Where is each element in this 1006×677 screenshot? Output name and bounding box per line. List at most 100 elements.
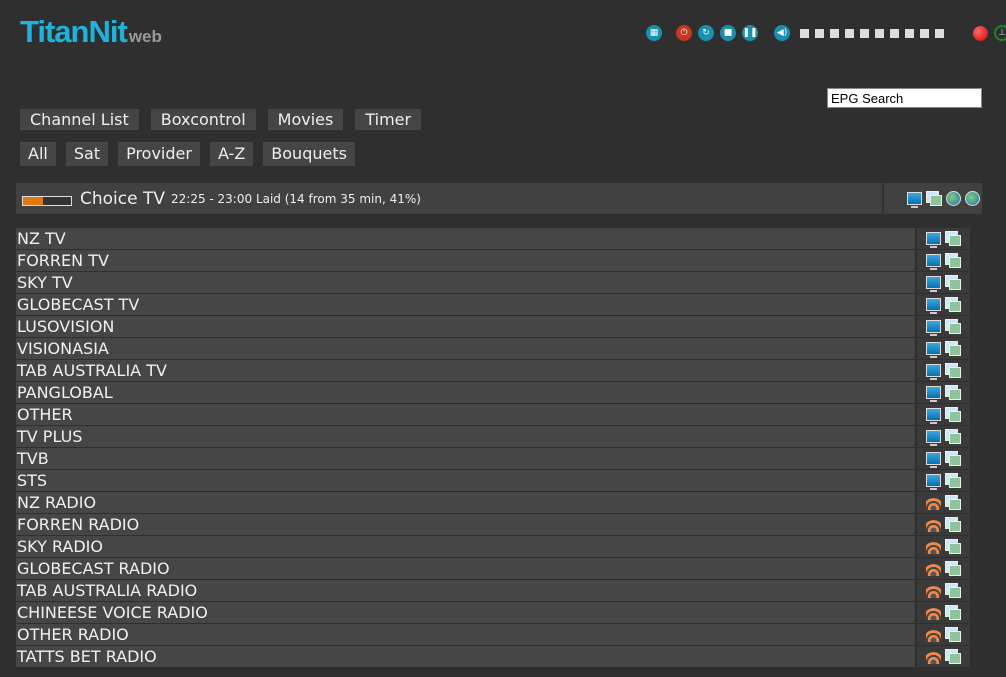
- web-icon[interactable]: [965, 191, 980, 206]
- bouquet-row: OTHER: [16, 404, 970, 426]
- logo-sub: web: [128, 27, 162, 46]
- channels-icon[interactable]: [945, 363, 961, 378]
- record-icon[interactable]: [973, 25, 988, 41]
- filter-all[interactable]: All: [20, 142, 56, 166]
- radio-icon[interactable]: [926, 627, 941, 642]
- radio-icon[interactable]: [926, 495, 941, 510]
- tv-icon[interactable]: [926, 276, 941, 292]
- nav-boxcontrol[interactable]: Boxcontrol: [150, 109, 256, 130]
- volume-icon[interactable]: ◀): [774, 25, 790, 41]
- channels-icon[interactable]: [945, 627, 961, 642]
- volume-step[interactable]: [905, 28, 914, 38]
- bouquet-name[interactable]: FORREN TV: [16, 250, 915, 271]
- bouquet-name[interactable]: SKY TV: [16, 272, 915, 293]
- volume-step[interactable]: [890, 28, 899, 38]
- bouquet-name[interactable]: TAB AUSTRALIA TV: [16, 360, 915, 381]
- power-icon[interactable]: ⏻: [676, 25, 692, 41]
- filter-bouquets[interactable]: Bouquets: [263, 142, 355, 166]
- channels-icon[interactable]: [945, 341, 961, 356]
- channels-icon[interactable]: [945, 319, 961, 334]
- bouquet-name[interactable]: OTHER: [16, 404, 915, 425]
- radio-icon[interactable]: [926, 583, 941, 598]
- bouquet-row: STS: [16, 470, 970, 492]
- channels-icon[interactable]: [945, 605, 961, 620]
- filter-sat[interactable]: Sat: [65, 142, 109, 166]
- epg-search-input[interactable]: [827, 88, 982, 108]
- bouquet-name[interactable]: SKY RADIO: [16, 536, 915, 557]
- volume-step[interactable]: [860, 28, 869, 38]
- tv-icon[interactable]: [926, 298, 941, 314]
- tv-icon[interactable]: [926, 232, 941, 248]
- tv-icon[interactable]: [907, 192, 922, 208]
- nav-channel-list[interactable]: Channel List: [20, 109, 139, 130]
- radio-icon[interactable]: [926, 605, 941, 620]
- volume-step[interactable]: [845, 28, 854, 38]
- volume-step[interactable]: [815, 28, 824, 38]
- bouquet-row: TAB AUSTRALIA TV: [16, 360, 970, 382]
- channels-icon[interactable]: [945, 517, 961, 532]
- channels-icon[interactable]: [945, 231, 961, 246]
- bouquet-name[interactable]: TVB: [16, 448, 915, 469]
- filter-provider[interactable]: Provider: [118, 142, 200, 166]
- channels-icon[interactable]: [945, 473, 961, 488]
- channels-icon[interactable]: [945, 385, 961, 400]
- tv-icon[interactable]: [926, 408, 941, 424]
- bouquet-name[interactable]: VISIONASIA: [16, 338, 915, 359]
- bouquet-name[interactable]: LUSOVISION: [16, 316, 915, 337]
- channels-icon[interactable]: [945, 451, 961, 466]
- bouquet-name[interactable]: STS: [16, 470, 915, 491]
- tv-icon[interactable]: [926, 430, 941, 446]
- radio-icon[interactable]: [926, 539, 941, 554]
- volume-bar[interactable]: [800, 28, 947, 38]
- tv-icon[interactable]: [926, 364, 941, 380]
- bouquet-name[interactable]: CHINEESE VOICE RADIO: [16, 602, 915, 623]
- channels-icon[interactable]: [945, 407, 961, 422]
- antenna-icon[interactable]: ⊥: [994, 25, 1006, 41]
- bouquet-name[interactable]: GLOBECAST TV: [16, 294, 915, 315]
- channels-icon[interactable]: [945, 495, 961, 510]
- volume-step[interactable]: [800, 28, 809, 38]
- bouquet-name[interactable]: OTHER RADIO: [16, 624, 915, 645]
- current-channel[interactable]: Choice TV: [80, 188, 165, 209]
- bouquet-name[interactable]: PANGLOBAL: [16, 382, 915, 403]
- tv-icon[interactable]: [926, 320, 941, 336]
- bouquet-name[interactable]: NZ TV: [16, 228, 915, 249]
- channels-icon[interactable]: [945, 561, 961, 576]
- channels-icon[interactable]: [945, 297, 961, 312]
- stop-icon[interactable]: ■: [720, 25, 736, 41]
- volume-step[interactable]: [830, 28, 839, 38]
- channels-icon[interactable]: [945, 649, 961, 664]
- radio-icon[interactable]: [926, 517, 941, 532]
- bouquet-name[interactable]: GLOBECAST RADIO: [16, 558, 915, 579]
- bouquet-name[interactable]: FORREN RADIO: [16, 514, 915, 535]
- channels-icon[interactable]: [945, 275, 961, 290]
- bouquet-name[interactable]: TV PLUS: [16, 426, 915, 447]
- volume-step[interactable]: [875, 28, 884, 38]
- tv-icon[interactable]: [926, 386, 941, 402]
- remote-icon[interactable]: ▦: [646, 25, 662, 41]
- bouquet-row: NZ RADIO: [16, 492, 970, 514]
- filter-a-z[interactable]: A-Z: [209, 142, 254, 166]
- nav-movies[interactable]: Movies: [267, 109, 344, 130]
- volume-step[interactable]: [935, 28, 944, 38]
- radio-icon[interactable]: [926, 561, 941, 576]
- nav-timer[interactable]: Timer: [355, 109, 422, 130]
- tv-icon[interactable]: [926, 254, 941, 270]
- tv-icon[interactable]: [926, 452, 941, 468]
- channels-icon[interactable]: [945, 539, 961, 554]
- tv-icon[interactable]: [926, 342, 941, 358]
- bouquet-name[interactable]: NZ RADIO: [16, 492, 915, 513]
- tv-icon[interactable]: [926, 474, 941, 490]
- bouquet-name[interactable]: TAB AUSTRALIA RADIO: [16, 580, 915, 601]
- channels-icon[interactable]: [945, 583, 961, 598]
- bouquet-row: SKY TV: [16, 272, 970, 294]
- pause-icon[interactable]: ❚❚: [742, 25, 758, 41]
- bouquet-name[interactable]: TATTS BET RADIO: [16, 646, 915, 667]
- channels-icon[interactable]: [945, 253, 961, 268]
- restart-icon[interactable]: ↻: [698, 25, 714, 41]
- radio-icon[interactable]: [926, 649, 941, 664]
- channels-icon[interactable]: [945, 429, 961, 444]
- channels-icon[interactable]: [926, 191, 942, 206]
- epg-icon[interactable]: [946, 191, 961, 206]
- volume-step[interactable]: [920, 28, 929, 38]
